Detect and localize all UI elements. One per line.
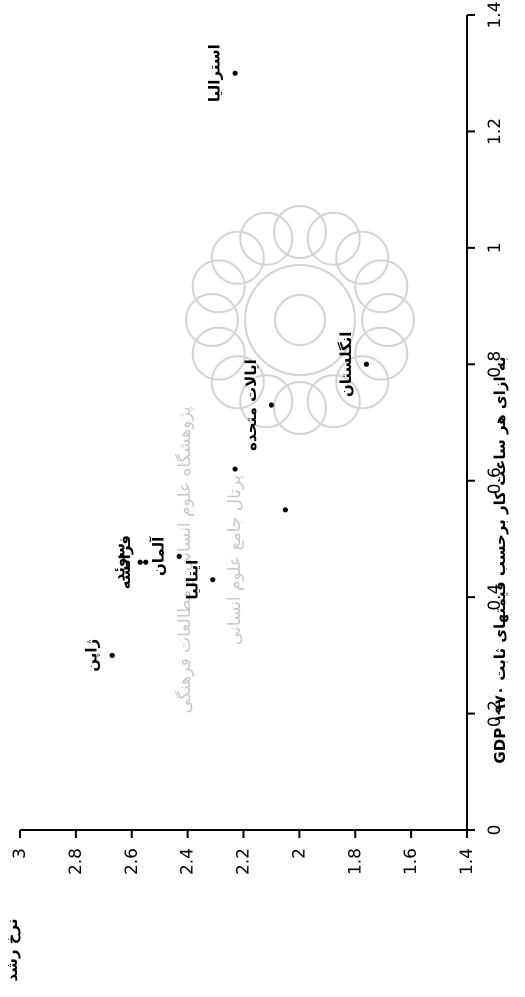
point-label: سوئد <box>111 543 129 581</box>
x-tick-label: 1.4 <box>485 1 505 28</box>
watermark-petal <box>185 293 239 347</box>
y-axis-ticks: 1.4 1.6 1.8 2 2.2 2.4 2.6 2.8 3 <box>10 830 477 875</box>
y-tick-label: 3 <box>10 848 30 859</box>
x-axis-ticks: 0 0.2 0.4 0.6 0.8 1 1.2 1.4 <box>467 1 505 835</box>
y-tick-label: 1.8 <box>345 848 365 875</box>
data-point <box>282 507 289 513</box>
data-point <box>137 559 143 565</box>
data-point <box>109 652 115 658</box>
y-axis-title: نرخ رشد <box>3 918 21 981</box>
y-tick-label: 2.2 <box>234 848 254 875</box>
x-tick-label: 1 <box>485 242 505 253</box>
watermark-petal <box>191 259 246 314</box>
x-tick-label: 0.8 <box>485 351 505 378</box>
data-point <box>143 559 149 565</box>
watermark-petal <box>210 230 265 285</box>
point-label: ایتالیا <box>183 560 201 600</box>
watermark-petal <box>191 326 246 381</box>
data-point <box>232 70 238 76</box>
watermark-petal <box>354 326 409 381</box>
point-label: فرانسه <box>116 535 134 589</box>
x-axis-title: GDP به ازای هر ساعت کار برحسب قیمتهای ثا… <box>491 356 509 763</box>
point-label: آلمان <box>150 536 168 576</box>
watermark-line-1: پژوهشگاه علوم انسانی و مطالعات فرهنگی <box>174 406 195 713</box>
data-point <box>232 466 238 472</box>
data-point <box>268 402 275 408</box>
point-label: ایالات متحده <box>242 359 260 451</box>
watermark-petal <box>273 205 327 259</box>
point-label: استرالیا <box>206 44 224 102</box>
watermark-petal <box>306 374 361 429</box>
y-tick-label: 2.8 <box>66 848 86 875</box>
y-tick-label: 2 <box>289 848 309 859</box>
y-tick-label: 1.6 <box>401 848 421 875</box>
x-tick-label: 0 <box>485 825 505 836</box>
x-tick-label: 0.2 <box>485 700 505 727</box>
watermark-petal <box>210 355 265 410</box>
x-tick-label: 0.4 <box>485 584 505 611</box>
data-point <box>176 553 182 559</box>
watermark-petal <box>335 230 390 285</box>
watermark-petal <box>273 381 327 435</box>
y-tick-label: 2.6 <box>122 848 142 875</box>
watermark-petal <box>239 374 294 429</box>
watermark-line-2: پرتال جامع علوم انسانی <box>225 475 245 645</box>
point-label: انگلستان <box>337 332 355 397</box>
data-points <box>109 70 370 658</box>
y-tick-label: 2.4 <box>178 848 198 875</box>
data-point <box>363 361 370 367</box>
y-tick-label: 1.4 <box>457 848 477 875</box>
watermark-petal <box>335 355 390 410</box>
x-tick-label: 1.2 <box>485 118 505 145</box>
watermark-petal <box>239 211 294 266</box>
point-label: ژاپن <box>83 639 102 672</box>
data-point <box>210 577 216 583</box>
watermark-petal <box>354 259 409 314</box>
watermark-petal <box>306 211 361 266</box>
watermark-seal <box>185 205 415 435</box>
watermark-petal <box>361 293 415 347</box>
x-tick-label: 0.6 <box>485 467 505 494</box>
